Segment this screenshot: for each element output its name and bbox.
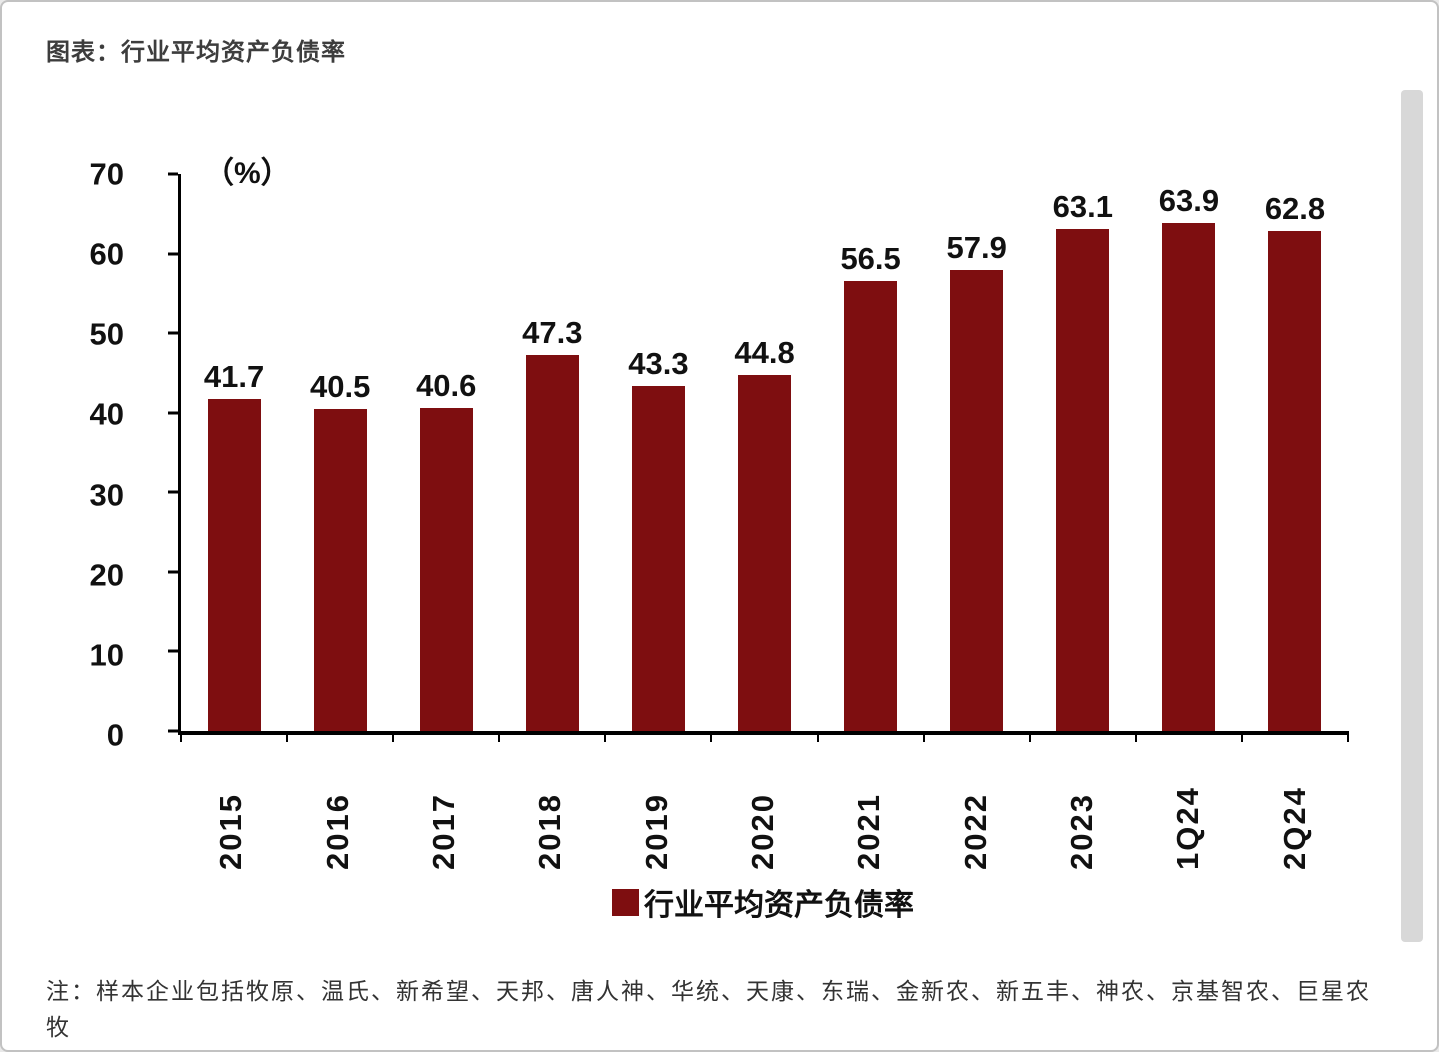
x-tick-label: 2016 xyxy=(319,793,355,870)
x-tick-label: 2017 xyxy=(425,793,461,870)
x-tick-label: 2015 xyxy=(213,793,249,870)
x-tick-mark xyxy=(710,731,713,742)
bar-series: 41.7 40.5 40.6 47.3 43.3 44.8 56.5 57.9 63.1 63.9… xyxy=(181,174,1348,731)
bar-group: 57.9 xyxy=(924,174,1030,731)
bar xyxy=(525,354,579,731)
bar-value-label: 63.9 xyxy=(1158,182,1220,218)
x-tick-mark xyxy=(180,731,182,742)
bar xyxy=(844,281,898,731)
bar xyxy=(1162,222,1216,731)
y-tick-mark xyxy=(168,729,178,733)
y-axis: 0 10 20 30 40 50 60 70 xyxy=(2,159,172,751)
legend-label: 行业平均资产负债率 xyxy=(644,889,914,922)
bar-group: 62.8 xyxy=(1242,174,1348,731)
x-tick-mark xyxy=(392,731,395,742)
y-tick-mark xyxy=(168,252,178,256)
bar-value-label: 56.5 xyxy=(840,241,901,277)
plot-area: 41.7 40.5 40.6 47.3 43.3 44.8 56.5 57.9 63.1 63.9… xyxy=(168,172,1349,742)
y-tick-label: 70 xyxy=(89,156,124,192)
y-tick-mark xyxy=(168,331,178,335)
y-axis-unit-label: （%） xyxy=(204,157,291,190)
bar xyxy=(419,407,473,731)
bar-group: 47.3 xyxy=(499,174,605,731)
y-tick-label: 50 xyxy=(89,316,124,352)
y-tick-mark xyxy=(168,411,178,415)
bar-value-label: 62.8 xyxy=(1264,191,1326,227)
x-tick-mark xyxy=(286,731,289,742)
bar-value-label: 40.5 xyxy=(309,368,371,404)
y-tick-label: 0 xyxy=(106,717,124,753)
y-tick-label: 20 xyxy=(89,557,124,593)
x-tick-mark xyxy=(1134,731,1137,742)
x-tick-mark xyxy=(1347,731,1349,742)
bar-group: 40.6 xyxy=(393,174,499,731)
bar xyxy=(1056,228,1110,731)
x-tick-mark xyxy=(816,731,819,742)
footnote: 注：样本企业包括牧原、温氏、新希望、天邦、唐人神、华统、天康、东瑞、金新农、新五… xyxy=(46,978,1371,1040)
bar xyxy=(631,386,685,731)
y-tick-mark xyxy=(168,172,178,176)
x-tick-label: 2021 xyxy=(851,793,887,870)
x-tick-label: 2018 xyxy=(532,793,568,870)
bar-group: 43.3 xyxy=(605,174,711,731)
x-tick-label: 1Q24 xyxy=(1170,786,1206,870)
bar-value-label: 57.9 xyxy=(946,230,1007,266)
x-tick-mark xyxy=(1028,731,1031,742)
bar-value-label: 40.6 xyxy=(416,367,477,403)
bar-value-label: 47.3 xyxy=(522,314,583,350)
bar-value-label: 43.3 xyxy=(628,346,689,382)
y-tick-mark xyxy=(168,490,178,494)
bar-value-label: 41.7 xyxy=(203,359,265,395)
y-tick-label: 60 xyxy=(89,236,124,272)
x-tick-mark xyxy=(604,731,607,742)
y-tick-label: 30 xyxy=(89,477,124,513)
bar-group: 40.5 xyxy=(287,174,393,731)
bar xyxy=(950,270,1004,731)
y-tick-mark xyxy=(168,570,178,574)
bar xyxy=(313,408,367,731)
x-tick-label: 2022 xyxy=(957,793,993,870)
x-tick-mark xyxy=(922,731,925,742)
bar-group: 56.5 xyxy=(818,174,924,731)
bar-value-label: 63.1 xyxy=(1052,188,1113,224)
x-tick-mark xyxy=(498,731,501,742)
chart-legend: 行业平均资产负债率 xyxy=(178,880,1348,924)
y-tick-label: 40 xyxy=(89,396,124,432)
scrollbar-track[interactable] xyxy=(1401,90,1423,942)
y-tick-mark xyxy=(168,649,178,653)
x-tick-mark xyxy=(1240,731,1243,742)
bar xyxy=(738,374,792,731)
x-axis: 2015 2016 2017 2018 2019 2020 2021 2022 2023 1Q24… xyxy=(178,750,1348,870)
x-tick-label: 2019 xyxy=(638,793,674,870)
bar xyxy=(1268,231,1322,731)
y-tick-label: 10 xyxy=(89,637,124,673)
bar-group: 63.9 xyxy=(1136,174,1242,731)
chart-title: 图表：行业平均资产负债率 xyxy=(46,39,346,66)
legend-color-swatch xyxy=(612,888,639,916)
x-tick-label: 2023 xyxy=(1064,793,1100,870)
bar-group: 44.8 xyxy=(711,174,817,731)
bar-value-label: 44.8 xyxy=(734,334,795,370)
bar xyxy=(207,399,261,731)
bar-group: 41.7 xyxy=(181,174,287,731)
bar-group: 63.1 xyxy=(1030,174,1136,731)
x-tick-label: 2020 xyxy=(744,793,780,870)
x-tick-label: 2Q24 xyxy=(1276,786,1312,870)
